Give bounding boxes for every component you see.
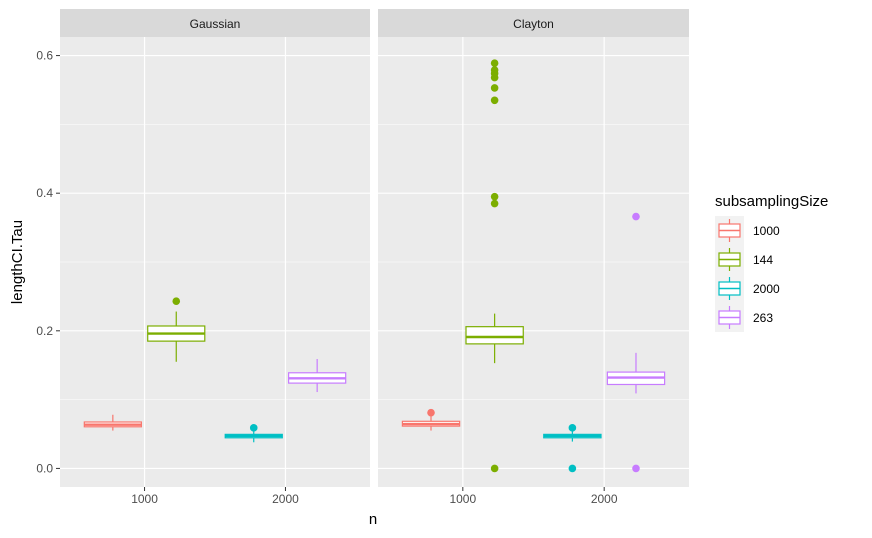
panel-gaussian: Gaussian 1000 2000 — [60, 9, 370, 506]
facet-strip-label: Clayton — [513, 17, 554, 31]
outlier-point — [568, 464, 577, 473]
box-1000-144 — [465, 59, 524, 473]
y-tick-label: 0.4 — [36, 186, 53, 200]
x-tick-label: 2000 — [272, 492, 299, 506]
outlier-point — [427, 408, 435, 417]
outlier-point — [632, 464, 640, 473]
outlier-point — [490, 59, 499, 67]
legend-key-144: 144 — [715, 245, 773, 274]
y-tick-label: 0.0 — [36, 461, 53, 475]
panels-layer: 0.0 0.2 0.4 0.6 Gaussian 1000 2000 Clayton 1000 2… — [36, 9, 689, 506]
legend-title: subsamplingSize — [715, 193, 828, 210]
facet-strip-label: Gaussian — [190, 17, 241, 31]
x-tick-label: 1000 — [449, 492, 476, 506]
box-1000-144 — [147, 297, 206, 362]
box-2000-2000 — [543, 424, 602, 473]
outlier-point — [490, 96, 499, 105]
legend-key-263: 263 — [715, 303, 773, 332]
x-axis-label: n — [369, 511, 377, 528]
facet-strip — [60, 9, 370, 37]
legend-key-2000: 2000 — [715, 274, 780, 303]
box-1000-1000 — [401, 408, 461, 431]
legend-label: 1000 — [753, 224, 780, 238]
legend-label: 263 — [753, 311, 773, 325]
legend-label: 144 — [753, 253, 773, 267]
box-2000-263 — [288, 359, 347, 393]
legend-keys: 1000 144 2000 263 — [715, 216, 780, 332]
outlier-point — [568, 424, 577, 432]
outlier-point — [490, 84, 499, 92]
box-2000-263 — [606, 212, 666, 473]
y-tick-label: 0.2 — [36, 324, 53, 338]
outlier-point — [249, 424, 258, 432]
facet-strip — [378, 9, 689, 37]
legend: subsamplingSize 1000 144 2000 263 — [715, 193, 828, 332]
x-tick-label: 2000 — [591, 492, 618, 506]
legend-label: 2000 — [753, 282, 780, 296]
outlier-point — [632, 212, 640, 221]
outlier-point — [490, 464, 499, 473]
box-1000-1000 — [83, 414, 142, 431]
box-2000-2000 — [224, 424, 283, 443]
outlier-point — [490, 199, 499, 208]
box-body — [465, 326, 524, 345]
y-tick-label: 0.6 — [36, 49, 53, 63]
y-axis-label: lengthCI.Tau — [9, 220, 26, 304]
x-tick-label: 1000 — [131, 492, 158, 506]
outlier-point — [490, 66, 499, 74]
legend-key-1000: 1000 — [715, 216, 780, 245]
panel-clayton: Clayton 1000 2000 — [378, 9, 689, 506]
outlier-point — [490, 192, 499, 201]
outlier-point — [172, 297, 181, 306]
